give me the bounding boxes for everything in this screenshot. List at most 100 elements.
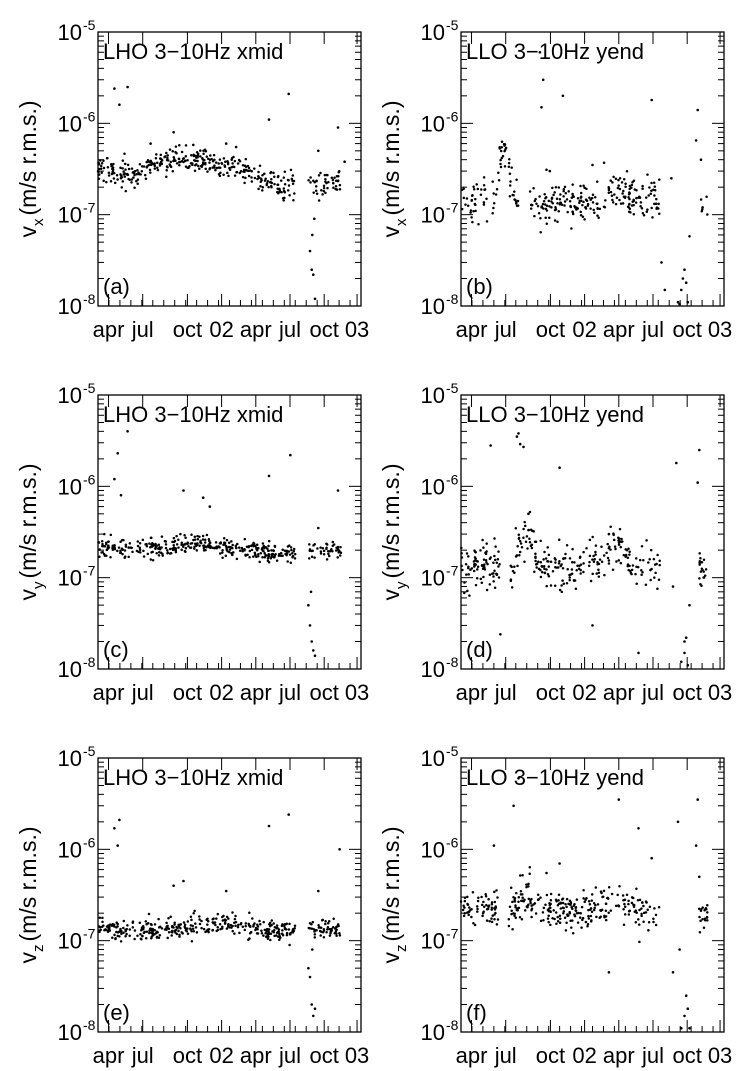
data-point — [563, 916, 567, 919]
data-point — [260, 548, 264, 551]
data-point — [600, 560, 604, 564]
data-point — [475, 576, 479, 580]
data-point — [120, 932, 123, 936]
data-point — [613, 545, 617, 548]
data-point — [583, 186, 586, 190]
data-point — [238, 549, 242, 552]
data-point — [611, 198, 614, 202]
data-point — [700, 561, 704, 564]
data-point — [172, 546, 176, 549]
data-point — [638, 898, 642, 902]
data-point — [235, 170, 239, 174]
data-point — [142, 165, 146, 168]
data-point — [203, 538, 207, 541]
data-point — [615, 196, 619, 199]
data-point — [181, 932, 184, 935]
data-point — [638, 195, 641, 198]
data-point — [535, 566, 538, 569]
data-point — [632, 212, 636, 216]
data-point — [474, 197, 477, 201]
data-point — [119, 166, 122, 170]
data-point — [529, 901, 532, 905]
data-point — [490, 917, 493, 920]
data-point — [649, 568, 652, 572]
data-point — [224, 554, 228, 558]
data-point — [534, 559, 537, 563]
data-point — [164, 540, 168, 543]
data-point — [637, 923, 641, 926]
data-point — [523, 909, 527, 912]
data-point — [174, 550, 178, 554]
data-point — [331, 540, 335, 544]
data-point — [123, 549, 127, 552]
data-point — [474, 550, 477, 554]
data-point — [617, 178, 620, 182]
data-point — [544, 557, 548, 560]
data-point — [492, 192, 495, 195]
data-point — [151, 541, 154, 545]
data-point — [638, 908, 641, 912]
data-point — [530, 915, 533, 919]
y-tick-exponent: -8 — [446, 1017, 459, 1033]
data-point — [517, 900, 520, 904]
data-point — [181, 544, 185, 547]
data-point — [623, 905, 627, 909]
data-point — [582, 184, 585, 187]
plot-frame — [97, 757, 362, 1033]
data-point — [156, 166, 159, 169]
panel-label: (e) — [103, 1000, 130, 1025]
outlier-point — [607, 971, 611, 974]
data-point — [656, 553, 659, 557]
data-point — [144, 177, 148, 180]
data-point — [655, 562, 658, 566]
data-point — [487, 905, 490, 909]
data-point — [169, 551, 173, 555]
data-point — [562, 187, 566, 191]
data-point — [483, 188, 487, 191]
data-point — [470, 908, 473, 911]
y-tick-exponent: -5 — [446, 743, 459, 759]
outlier-point — [698, 875, 701, 879]
data-point — [103, 545, 107, 548]
data-point — [555, 900, 558, 903]
data-point — [145, 930, 149, 933]
data-point — [281, 929, 284, 932]
data-point — [235, 546, 238, 550]
data-point — [269, 938, 272, 942]
data-point — [186, 920, 190, 923]
data-point — [499, 162, 502, 166]
data-point — [280, 924, 284, 928]
data-point — [530, 203, 534, 207]
y-tick-label: 10 — [58, 474, 82, 499]
outlier-point — [113, 87, 116, 90]
data-point — [537, 560, 540, 563]
data-point — [120, 174, 123, 178]
data-point — [641, 211, 645, 215]
data-point — [463, 581, 466, 584]
data-point — [650, 206, 653, 210]
data-point — [262, 549, 265, 553]
data-point — [614, 904, 618, 908]
outlier-point — [313, 654, 317, 657]
data-point — [595, 915, 598, 919]
data-point — [226, 171, 229, 175]
data-point — [314, 189, 318, 193]
data-point — [267, 930, 270, 934]
data-point — [620, 181, 624, 184]
data-point — [230, 926, 233, 929]
data-point — [225, 546, 228, 549]
data-point — [609, 190, 613, 194]
data-point — [97, 177, 101, 180]
data-point — [324, 919, 327, 923]
data-point — [641, 901, 644, 904]
data-point — [648, 186, 651, 189]
x-tick-label: jul — [494, 680, 517, 705]
data-point — [474, 209, 477, 213]
outlier-point — [224, 142, 228, 145]
x-tick-label: oct — [173, 317, 202, 342]
data-point — [289, 168, 293, 172]
data-point — [559, 902, 562, 905]
x-tick-label: jul — [131, 680, 154, 705]
data-point — [589, 907, 593, 910]
data-point — [628, 550, 631, 554]
